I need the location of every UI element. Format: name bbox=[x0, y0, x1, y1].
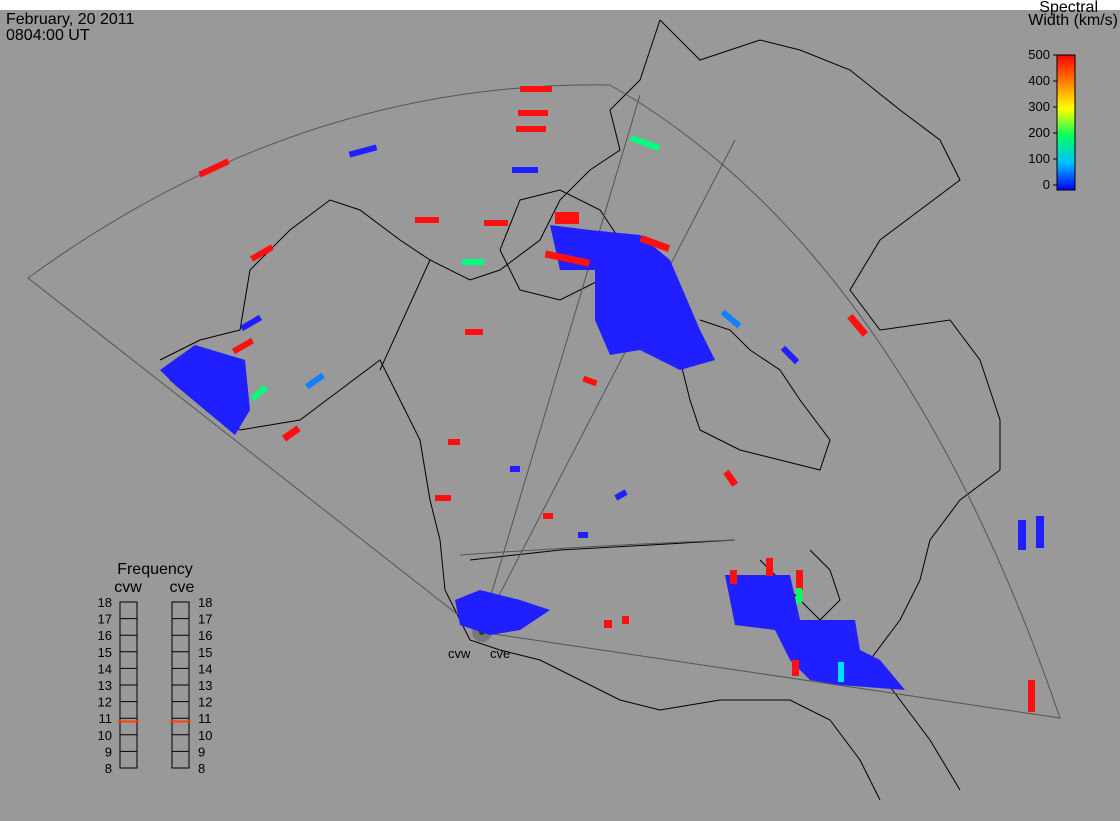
echo bbox=[1036, 516, 1044, 548]
echo bbox=[550, 225, 715, 370]
time: 0804:00 UT bbox=[6, 27, 90, 44]
frequency-tick-label: 16 bbox=[98, 628, 112, 643]
frequency-tick-label: 17 bbox=[98, 612, 112, 627]
echo bbox=[555, 212, 579, 224]
echo bbox=[796, 588, 802, 604]
echo bbox=[250, 384, 268, 402]
echo bbox=[415, 217, 439, 223]
frequency-tick-label: 10 bbox=[98, 728, 112, 743]
frequency-tick-label: 11 bbox=[198, 711, 212, 726]
frequency-tick-label: 15 bbox=[98, 645, 112, 660]
frequency-tick-label: 12 bbox=[98, 695, 112, 710]
echo bbox=[725, 575, 905, 690]
echo bbox=[160, 345, 250, 435]
echo bbox=[250, 244, 274, 262]
colorbar-tick-label: 500 bbox=[1028, 47, 1050, 62]
echo bbox=[462, 259, 484, 265]
echo bbox=[484, 220, 508, 226]
frequency-tick-label: 11 bbox=[99, 711, 113, 726]
frequency-column-label: cvw bbox=[114, 579, 142, 596]
echo bbox=[792, 660, 799, 676]
frequency-tick-label: 8 bbox=[198, 761, 205, 776]
echo bbox=[448, 439, 460, 445]
colorbar-tick-label: 300 bbox=[1028, 99, 1050, 114]
echo bbox=[455, 590, 550, 635]
fields-of-view bbox=[27, 84, 1061, 719]
echo bbox=[614, 489, 628, 501]
frequency-tick-label: 13 bbox=[198, 678, 212, 693]
colorbar-title: Spectral bbox=[1039, 0, 1098, 16]
frequency-tick-label: 9 bbox=[105, 744, 112, 759]
colorbar-tick-label: 400 bbox=[1028, 73, 1050, 88]
echo bbox=[582, 375, 598, 387]
echo bbox=[198, 158, 230, 178]
frequency-tick-label: 12 bbox=[198, 695, 212, 710]
echo bbox=[520, 86, 552, 92]
radar-label: cve bbox=[490, 646, 510, 661]
echo bbox=[1018, 520, 1026, 550]
echo bbox=[639, 235, 671, 252]
frequency-tick-label: 14 bbox=[198, 661, 212, 676]
colorbar-tick-label: 0 bbox=[1043, 177, 1050, 192]
frequency-tick-label: 18 bbox=[98, 595, 112, 610]
frequency-tick-label: 17 bbox=[198, 612, 212, 627]
colorbar-tick-label: 200 bbox=[1028, 125, 1050, 140]
echo bbox=[510, 466, 520, 472]
echo bbox=[578, 532, 588, 538]
colorbar-title: Width (km/s) bbox=[1028, 12, 1118, 29]
echo bbox=[516, 126, 546, 132]
frequency-tick-label: 16 bbox=[198, 628, 212, 643]
echo bbox=[518, 110, 548, 116]
echo bbox=[847, 313, 869, 337]
echo bbox=[348, 144, 378, 158]
frequency-tick-label: 8 bbox=[105, 761, 112, 776]
echo bbox=[1028, 680, 1035, 712]
echo bbox=[239, 314, 263, 332]
echo bbox=[723, 469, 739, 487]
echo bbox=[622, 616, 629, 624]
echo bbox=[543, 513, 553, 519]
frequency-tick-label: 14 bbox=[98, 661, 112, 676]
echo bbox=[780, 345, 800, 365]
echo bbox=[604, 620, 612, 628]
echo bbox=[305, 372, 325, 390]
colorbar-tick-label: 100 bbox=[1028, 151, 1050, 166]
echo bbox=[544, 250, 591, 267]
echoes bbox=[160, 86, 1044, 712]
echo bbox=[281, 425, 301, 442]
radar-label: cvw bbox=[448, 646, 471, 661]
echo bbox=[838, 662, 844, 682]
top-strip bbox=[0, 0, 1120, 10]
echo bbox=[766, 558, 773, 576]
echo bbox=[796, 570, 803, 590]
frequency-tick-label: 10 bbox=[198, 728, 212, 743]
echo bbox=[465, 329, 483, 335]
frequency-tick-label: 18 bbox=[198, 595, 212, 610]
frequency-title: Frequency bbox=[117, 561, 193, 578]
date: February, 20 2011 bbox=[6, 11, 134, 28]
frequency-tick-label: 13 bbox=[98, 678, 112, 693]
echo bbox=[629, 135, 661, 151]
echo bbox=[512, 167, 538, 173]
frequency-column-label: cve bbox=[170, 579, 195, 596]
echo bbox=[435, 495, 451, 501]
echo bbox=[231, 337, 255, 355]
echo bbox=[720, 309, 742, 329]
frequency-tick-label: 15 bbox=[198, 645, 212, 660]
colorbar bbox=[1056, 54, 1076, 191]
echo bbox=[730, 570, 737, 584]
frequency-tick-label: 9 bbox=[198, 744, 205, 759]
